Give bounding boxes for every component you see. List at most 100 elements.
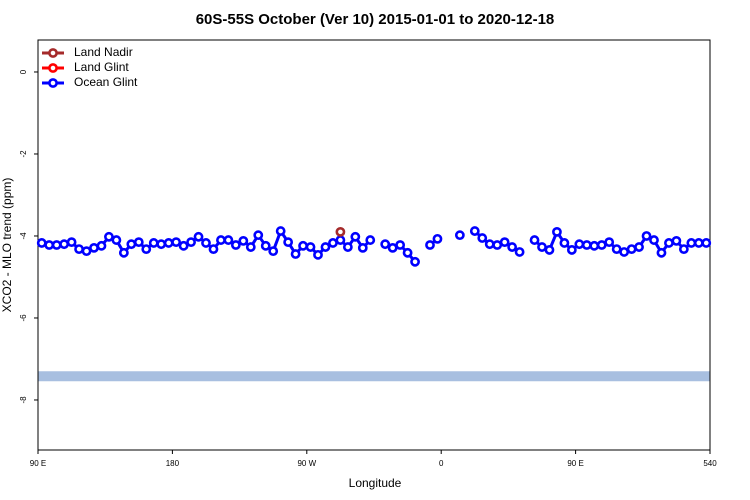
data-point bbox=[678, 244, 689, 254]
y-tick-label: -6 bbox=[19, 314, 28, 322]
data-point bbox=[552, 226, 562, 237]
data-point bbox=[216, 235, 226, 245]
data-point bbox=[484, 239, 495, 250]
data-point bbox=[454, 230, 465, 241]
data-point bbox=[260, 240, 271, 251]
data-point bbox=[544, 245, 555, 255]
y-tick-label: -4 bbox=[19, 232, 28, 240]
data-point bbox=[44, 240, 55, 250]
data-point bbox=[641, 231, 652, 241]
data-point bbox=[619, 247, 630, 257]
data-point bbox=[223, 235, 234, 245]
data-point bbox=[492, 240, 503, 250]
data-point bbox=[604, 237, 615, 248]
data-point bbox=[335, 226, 346, 237]
data-point bbox=[268, 246, 279, 257]
data-point bbox=[118, 247, 129, 258]
data-point bbox=[634, 242, 644, 252]
x-tick-label: 90 E bbox=[30, 459, 46, 468]
data-point bbox=[380, 239, 391, 250]
data-point bbox=[649, 235, 659, 245]
data-point bbox=[141, 244, 152, 254]
data-point bbox=[507, 242, 518, 252]
data-point bbox=[89, 242, 99, 253]
data-point bbox=[96, 240, 107, 251]
data-point bbox=[574, 239, 585, 250]
data-point bbox=[357, 242, 368, 253]
data-point bbox=[74, 244, 84, 254]
data-point bbox=[238, 235, 249, 246]
data-point bbox=[313, 249, 323, 260]
data-point bbox=[499, 237, 510, 248]
data-point bbox=[559, 238, 570, 248]
data-point bbox=[59, 239, 70, 250]
data-point bbox=[66, 237, 77, 248]
x-tick-label: 90 E bbox=[567, 459, 583, 468]
data-point bbox=[514, 247, 525, 257]
data-point bbox=[156, 239, 167, 250]
y-tick-label: -2 bbox=[19, 150, 28, 158]
data-point bbox=[178, 240, 189, 251]
data-point bbox=[611, 244, 622, 254]
data-point bbox=[410, 256, 420, 267]
legend-label: Land Glint bbox=[74, 60, 129, 74]
y-tick-label: -8 bbox=[19, 396, 28, 404]
x-tick-label: 90 W bbox=[297, 459, 316, 468]
x-axis-label: Longitude bbox=[349, 476, 402, 490]
data-point bbox=[193, 231, 204, 242]
data-point bbox=[395, 240, 406, 250]
data-point bbox=[148, 238, 159, 248]
data-point bbox=[201, 238, 211, 248]
data-point bbox=[387, 242, 398, 253]
x-tick-label: 180 bbox=[166, 459, 180, 468]
data-point bbox=[529, 235, 540, 245]
x-tick-label: 0 bbox=[439, 459, 444, 468]
data-point bbox=[126, 239, 137, 250]
data-point bbox=[298, 240, 308, 251]
data-point bbox=[365, 235, 376, 245]
data-point bbox=[469, 226, 480, 236]
data-point bbox=[305, 242, 316, 252]
data-point bbox=[671, 235, 682, 246]
data-point bbox=[626, 244, 637, 254]
data-point bbox=[208, 244, 219, 254]
legend-marker bbox=[48, 78, 58, 88]
data-point bbox=[104, 231, 114, 242]
data-point bbox=[230, 240, 241, 250]
data-point bbox=[328, 238, 338, 248]
data-point bbox=[589, 240, 600, 251]
data-point bbox=[596, 240, 607, 250]
data-point bbox=[186, 237, 196, 248]
data-point bbox=[693, 238, 704, 248]
legend-marker bbox=[48, 63, 58, 73]
data-point bbox=[335, 235, 346, 245]
data-point bbox=[701, 238, 712, 248]
data-point bbox=[163, 238, 174, 248]
x-tick-label: 540 bbox=[703, 459, 717, 468]
data-point bbox=[320, 242, 331, 252]
y-tick-label: 0 bbox=[19, 69, 28, 74]
y-axis-label: XCO2 - MLO trend (ppm) bbox=[0, 178, 14, 313]
data-point bbox=[51, 240, 62, 250]
data-point bbox=[686, 238, 697, 248]
data-point bbox=[537, 242, 547, 252]
data-point bbox=[664, 238, 674, 248]
legend-label: Land Nadir bbox=[74, 45, 133, 59]
data-point bbox=[425, 240, 435, 250]
data-point bbox=[171, 237, 182, 248]
data-point bbox=[133, 237, 144, 248]
data-point bbox=[656, 247, 667, 258]
data-point bbox=[253, 230, 264, 241]
data-point bbox=[290, 249, 301, 259]
data-point bbox=[111, 235, 122, 245]
chart-title: 60S-55S October (Ver 10) 2015-01-01 to 2… bbox=[196, 11, 555, 28]
data-point bbox=[350, 231, 361, 242]
data-point bbox=[477, 233, 488, 243]
data-point bbox=[342, 242, 353, 252]
data-point bbox=[566, 245, 577, 255]
data-point bbox=[245, 242, 256, 252]
data-point bbox=[402, 247, 413, 258]
data-point bbox=[283, 237, 294, 248]
data-point bbox=[275, 226, 286, 236]
